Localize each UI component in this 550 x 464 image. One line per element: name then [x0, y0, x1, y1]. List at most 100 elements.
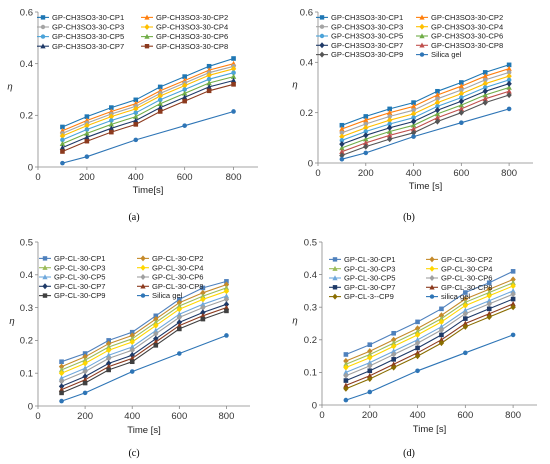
legend-label-d: GP-CL-30-CP6 [441, 274, 492, 283]
data-point-c-3 [105, 344, 112, 350]
series-line-a-7 [62, 79, 234, 149]
legend-label-d: GP-CL-30-CP8 [441, 283, 492, 292]
data-point-a-8 [157, 109, 163, 114]
data-point-a-4 [206, 72, 212, 79]
data-point-d-3 [438, 315, 445, 321]
data-point-d-1 [510, 269, 516, 274]
legend-label-b: GP-CH3SO3-30-CP1 [331, 13, 403, 22]
data-point-d-5 [486, 297, 492, 303]
legend-marker-a [144, 33, 150, 39]
data-point-a-7 [181, 94, 188, 100]
legend-marker-d [332, 257, 338, 262]
data-point-c-1 [82, 351, 88, 356]
data-point-a-8 [109, 129, 114, 135]
data-point-a-9 [60, 160, 65, 166]
legend-marker-b [419, 14, 425, 20]
legend-label-b: GP-CH3SO3-30-CP8 [431, 41, 503, 50]
legend-label-a: GP-CH3SO3-30-CP6 [156, 32, 228, 41]
data-point-a-5 [157, 97, 163, 103]
series-line-a-8 [62, 83, 234, 153]
legend-marker-c [42, 264, 48, 270]
data-point-a-5 [60, 137, 65, 143]
series-line-b-1 [341, 64, 510, 126]
data-point-c-5 [129, 344, 135, 350]
data-point-a-4 [133, 105, 139, 112]
series-line-d-3 [345, 282, 514, 365]
series-line-a-4 [62, 68, 234, 137]
y-tick-label-d: 0 [312, 400, 317, 411]
data-point-c-7 [58, 383, 65, 390]
data-point-b-4 [434, 99, 441, 106]
data-point-a-1 [60, 124, 65, 130]
data-point-b-9 [386, 135, 393, 143]
series-line-d-9 [345, 306, 514, 390]
data-point-d-1 [343, 352, 349, 357]
data-point-b-2 [339, 126, 345, 132]
data-point-b-4 [339, 133, 345, 140]
data-point-c-10 [129, 369, 135, 374]
series-b-7 [339, 80, 512, 148]
series-c-1 [59, 279, 229, 365]
data-point-c-10 [224, 333, 229, 338]
data-point-a-6 [59, 140, 66, 147]
legend-marker-c [140, 255, 146, 262]
data-point-b-3 [459, 87, 464, 93]
series-line-a-3 [62, 65, 234, 134]
data-point-d-6 [414, 339, 421, 347]
legend-marker-b [319, 33, 325, 39]
legend-marker-a [144, 24, 150, 30]
legend-label-a: GP-CH3SO3-30-CP1 [52, 13, 124, 22]
series-line-c-5 [61, 295, 227, 379]
series-line-a-2 [62, 63, 234, 132]
series-line-c-1 [61, 280, 227, 363]
legend-marker-c [140, 283, 146, 289]
y-tick-label-c: 0.5 [20, 237, 33, 248]
data-point-d-9 [438, 339, 445, 347]
data-point-a-5 [109, 118, 114, 123]
chart-panel-d: 0 200 400 600 800 0 0.1 0.2 0.3 0.4 0.5 Time [s] η GP… [275, 228, 550, 438]
data-point-d-7 [367, 368, 373, 374]
data-point-b-10 [459, 120, 464, 126]
data-point-c-9 [177, 326, 182, 332]
series-line-a-5 [62, 72, 234, 141]
data-point-d-8 [486, 310, 492, 317]
data-point-d-8 [462, 320, 469, 326]
data-point-a-6 [206, 80, 212, 86]
series-line-b-7 [341, 83, 510, 145]
data-point-a-7 [230, 77, 237, 83]
legend-label-c: GP-CL-30-CP9 [54, 291, 105, 300]
data-point-c-3 [82, 357, 88, 363]
x-tick-label-b: 400 [406, 168, 422, 179]
series-line-d-6 [345, 293, 514, 377]
legend-marker-d [332, 265, 338, 271]
x-axis-label-c: Time [s] [127, 425, 160, 436]
y-axis-label-d: η [292, 316, 297, 327]
legend-marker-a [144, 44, 150, 49]
data-point-b-6 [506, 84, 512, 90]
data-point-c-6 [105, 355, 112, 362]
data-point-b-8 [339, 148, 345, 154]
data-point-d-8 [367, 372, 373, 378]
y-axis-label-b: η [292, 80, 297, 91]
series-line-c-7 [61, 303, 227, 387]
x-tick-label-b: 0 [315, 168, 320, 179]
y-tick-label-a: 0 [28, 162, 33, 173]
y-tick-label-a: 0.4 [20, 59, 33, 70]
data-point-b-1 [506, 62, 512, 68]
series-line-c-2 [61, 284, 227, 368]
series-line-c-4 [61, 290, 227, 374]
data-point-b-1 [459, 80, 464, 85]
data-point-a-9 [182, 123, 187, 128]
series-line-d-5 [345, 290, 514, 373]
data-point-d-5 [510, 288, 516, 294]
data-point-b-8 [458, 105, 465, 112]
data-point-b-7 [386, 124, 393, 131]
series-b-10 [339, 106, 512, 162]
data-point-a-4 [108, 113, 115, 120]
data-point-c-5 [58, 375, 65, 381]
data-point-c-10 [59, 398, 64, 404]
legend-marker-d [429, 294, 435, 299]
y-axis-label-c: η [9, 316, 14, 327]
x-tick-label-c: 200 [77, 411, 93, 422]
data-point-d-7 [463, 316, 468, 321]
